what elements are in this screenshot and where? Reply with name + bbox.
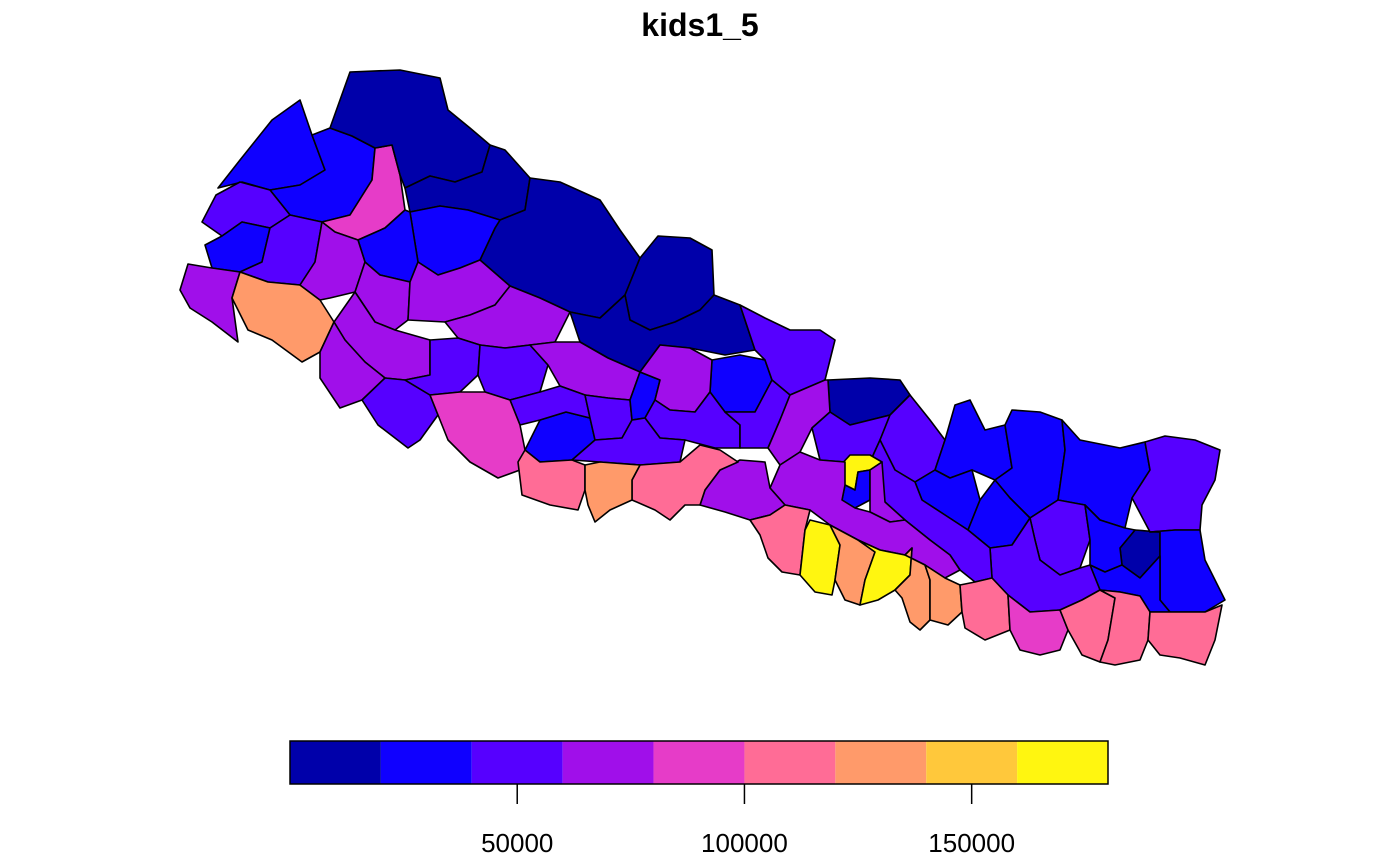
district-polygon [631, 444, 739, 521]
legend-color-cell [926, 741, 1018, 784]
map-title: kids1_5 [641, 7, 758, 43]
district-polygon [1007, 594, 1069, 656]
district-polygon [584, 461, 641, 523]
legend-color-cell [380, 741, 472, 784]
legend-color-bar [290, 741, 1108, 784]
legend-frame [289, 740, 1109, 785]
legend-tick-label: 50000 [481, 828, 553, 858]
district-polygon [1131, 435, 1221, 533]
district-polygons [179, 69, 1226, 666]
legend-color-cell [653, 741, 745, 784]
legend-color-cell [1017, 741, 1108, 784]
legend-color-cell [562, 741, 654, 784]
district-polygon [217, 99, 326, 191]
district-polygon [1084, 504, 1136, 573]
district-polygon [1147, 604, 1223, 666]
district-polygon [1057, 419, 1151, 529]
legend-tick-label: 150000 [928, 828, 1015, 858]
legend-color-cell [471, 741, 563, 784]
legend-axis: 50000 100000 150000 [481, 784, 1015, 858]
legend-color-cell [835, 741, 927, 784]
district-polygon [1099, 589, 1151, 666]
district-polygon [429, 391, 526, 479]
district-polygon [1149, 529, 1226, 613]
district-polygon [769, 451, 961, 579]
district-polygon [924, 564, 963, 626]
district-polygon [571, 417, 686, 466]
legend-color-cell [290, 741, 381, 784]
color-legend: 50000 100000 150000 [289, 740, 1109, 858]
district-polygon [934, 399, 1013, 481]
legend-color-cell [744, 741, 836, 784]
district-polygon [179, 263, 241, 343]
legend-tick-label: 100000 [701, 828, 788, 858]
